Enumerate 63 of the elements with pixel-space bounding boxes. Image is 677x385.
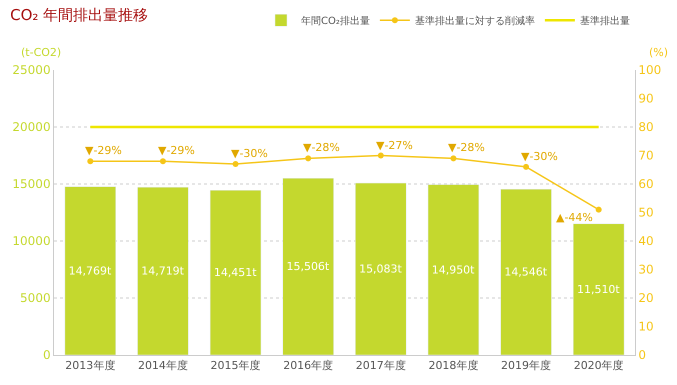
legend-label: 年間CO₂排出量 bbox=[301, 15, 370, 28]
point bbox=[87, 158, 94, 164]
x-tick-label: 2018年度 bbox=[428, 359, 478, 372]
y2-axis-title: (%) bbox=[649, 46, 668, 59]
x-tick-label: 2017年度 bbox=[356, 359, 406, 372]
y2-tick-label: 50 bbox=[638, 206, 654, 220]
annotation: ▼-28% bbox=[448, 141, 485, 154]
x-tick-label: 2020年度 bbox=[574, 359, 624, 372]
data-label: 14,451t bbox=[214, 266, 258, 280]
y-tick-label: 15000 bbox=[12, 177, 51, 192]
point bbox=[450, 155, 456, 162]
bar bbox=[573, 224, 624, 355]
data-label: 14,719t bbox=[141, 264, 185, 278]
y2-tick-label: 0 bbox=[638, 348, 646, 362]
y2-tick-label: 80 bbox=[638, 120, 654, 134]
annotation: ▼-30% bbox=[231, 147, 268, 160]
y-tick-label: 10000 bbox=[12, 234, 51, 248]
annotation: ▼-27% bbox=[376, 139, 413, 152]
bar bbox=[210, 190, 262, 355]
legend-label: 基準排出量 bbox=[580, 15, 630, 28]
bar bbox=[282, 178, 334, 355]
bar bbox=[500, 188, 552, 355]
y2-tick-label: 30 bbox=[638, 262, 654, 277]
y2-tick-label: 90 bbox=[638, 92, 654, 106]
y2-tick-label: 40 bbox=[638, 234, 654, 248]
legend-label: 基準排出量に対する削減率 bbox=[414, 15, 535, 28]
annotation: ▼-28% bbox=[303, 141, 340, 154]
annotation: ▼-29% bbox=[158, 144, 195, 157]
data-label: 14,546t bbox=[504, 266, 548, 279]
data-label: 11,510t bbox=[576, 282, 620, 296]
bar bbox=[428, 184, 480, 355]
point bbox=[232, 161, 239, 168]
y-tick-label: 20000 bbox=[12, 120, 51, 134]
data-label: 15,506t bbox=[286, 260, 330, 274]
bar bbox=[137, 186, 189, 355]
y2-tick-label: 10 bbox=[638, 320, 654, 334]
point bbox=[378, 152, 384, 158]
point bbox=[305, 155, 312, 162]
data-label: 14,950t bbox=[432, 263, 476, 276]
y2-tick-label: 20 bbox=[638, 291, 654, 306]
x-tick-label: 2013年度 bbox=[65, 359, 116, 372]
y2-tick-label: 100 bbox=[638, 63, 662, 78]
annotation: ▼-30% bbox=[521, 150, 558, 163]
y2-tick-label: 70 bbox=[638, 148, 654, 163]
y-tick-label: 25000 bbox=[12, 63, 51, 78]
y-tick-label: 0 bbox=[42, 348, 51, 362]
y2-tick-label: 60 bbox=[638, 177, 654, 192]
y-axis-title: (t-CO2) bbox=[21, 46, 62, 59]
annotation: ▼-29% bbox=[85, 144, 122, 157]
data-label: 15,083t bbox=[359, 262, 403, 276]
bar bbox=[64, 186, 116, 355]
x-tick-label: 2015年度 bbox=[210, 359, 261, 372]
bar bbox=[355, 182, 406, 355]
annotation: ▲-44% bbox=[556, 211, 593, 224]
x-tick-label: 2014年度 bbox=[138, 359, 188, 372]
y-tick-label: 5000 bbox=[20, 291, 51, 306]
point bbox=[523, 164, 530, 170]
point bbox=[160, 158, 166, 164]
x-tick-label: 2019年度 bbox=[501, 359, 552, 372]
point bbox=[596, 206, 602, 213]
chart-title: CO₂ 年間排出量推移 bbox=[10, 6, 148, 24]
x-tick-label: 2016年度 bbox=[283, 359, 334, 372]
data-label: 14,769t bbox=[68, 264, 112, 278]
